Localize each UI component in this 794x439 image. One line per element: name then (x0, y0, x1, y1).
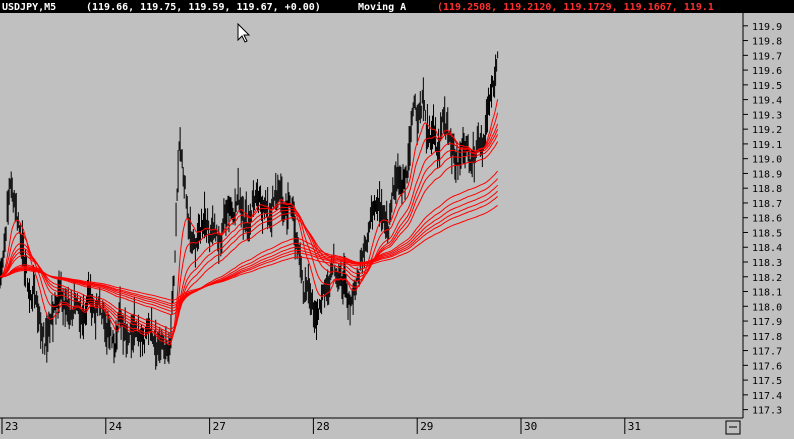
x-tick-label: 28 (316, 420, 329, 433)
indicator-values: (119.2508, 119.2120, 119.1729, 119.1667,… (437, 2, 714, 13)
cursor-arrow-icon (237, 22, 251, 43)
y-tick-label: 119.3 (752, 110, 782, 121)
moving-average-line (0, 123, 499, 339)
y-tick-label: 118.2 (752, 273, 782, 284)
x-tick-label: 31 (628, 420, 641, 433)
moving-average-line (0, 141, 499, 330)
y-tick-label: 118.8 (752, 184, 782, 195)
y-tick-label: 117.4 (752, 391, 782, 402)
y-tick-label: 117.9 (752, 317, 782, 328)
y-tick-label: 117.5 (752, 376, 782, 387)
indicator-name: Moving A (358, 1, 406, 13)
y-tick-label: 117.3 (752, 406, 782, 417)
y-tick-label: 117.8 (752, 332, 782, 343)
y-tick-label: 118.6 (752, 214, 782, 225)
moving-average-line (0, 204, 498, 301)
moving-average-line (0, 195, 498, 304)
y-tick-label: 119.2 (752, 125, 782, 136)
y-tick-label: 117.6 (752, 361, 782, 372)
y-axis: 117.3 117.4 117.5 117.6 117.7 117.8 117.9 118.0… (743, 22, 782, 417)
y-tick-label: 119.9 (752, 22, 782, 33)
x-axis: 23 24 27 28 29 30 31 (1, 418, 641, 434)
ohlc-values: (119.66, 119.75, 119.59, 119.67, +0.00) (86, 2, 321, 13)
y-tick-label: 118.3 (752, 258, 782, 269)
y-tick-label: 119.5 (752, 81, 782, 92)
moving-average-line (0, 134, 499, 334)
y-tick-label: 119.1 (752, 140, 782, 151)
x-tick-label: 29 (420, 420, 433, 433)
y-tick-label: 118.5 (752, 228, 782, 239)
y-tick-label: 117.7 (752, 347, 782, 358)
y-tick-label: 119.8 (752, 37, 782, 48)
moving-average-line (0, 178, 498, 312)
y-tick-label: 118.9 (752, 169, 782, 180)
moving-average-lines (0, 99, 499, 346)
price-bars (0, 51, 499, 370)
moving-average-line (0, 129, 499, 336)
moving-average-line (0, 112, 499, 343)
moving-average-line (0, 170, 498, 316)
x-tick-label: 27 (213, 420, 226, 433)
x-tick-label: 30 (524, 420, 537, 433)
moving-average-line (0, 99, 499, 346)
moving-average-line (0, 190, 498, 307)
y-tick-label: 118.4 (752, 243, 782, 254)
y-tick-label: 119.6 (752, 66, 782, 77)
y-tick-label: 119.0 (752, 155, 782, 166)
y-tick-label: 118.1 (752, 288, 782, 299)
y-tick-label: 118.0 (752, 302, 782, 313)
x-tick-label: 23 (5, 420, 18, 433)
y-tick-label: 118.7 (752, 199, 782, 210)
y-tick-label: 119.7 (752, 51, 782, 62)
symbol-label: USDJPY,M5 (2, 2, 56, 13)
y-tick-label: 119.4 (752, 96, 782, 107)
header-bar (0, 0, 794, 13)
moving-average-line (0, 184, 498, 309)
x-tick-label: 24 (109, 420, 123, 433)
